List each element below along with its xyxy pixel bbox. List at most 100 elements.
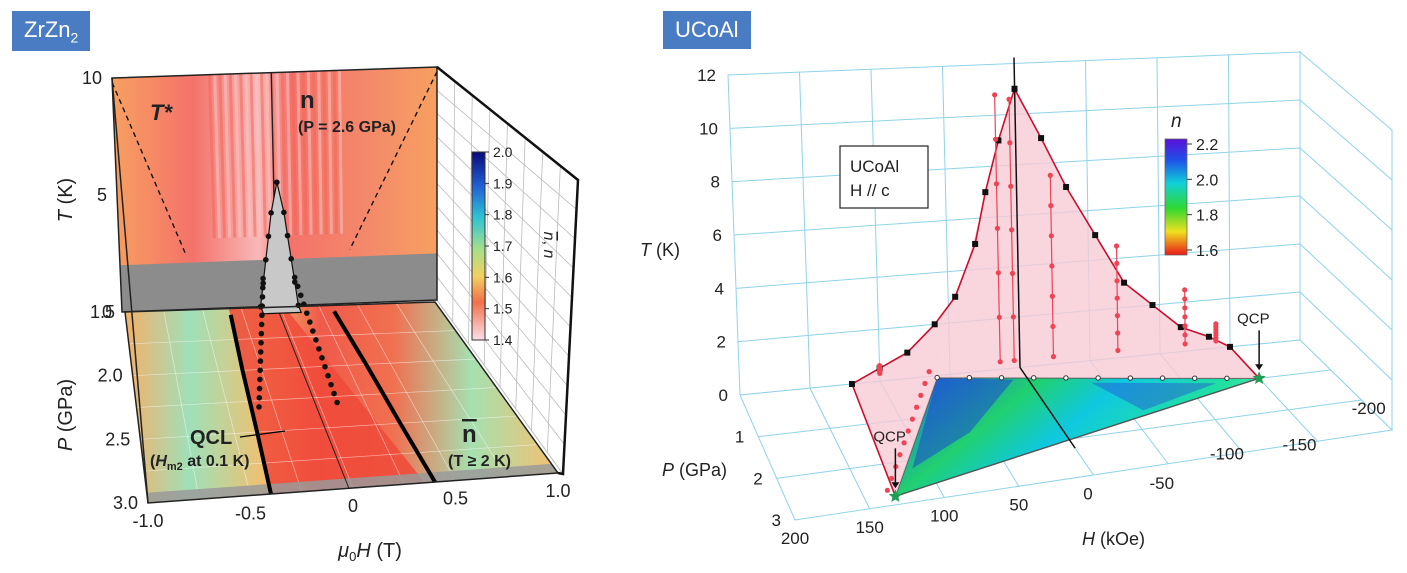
zrzn2-wall-streak: [301, 71, 308, 235]
tstar-label: T*: [150, 100, 173, 125]
ucoal-boundary-point: [904, 349, 911, 356]
zrzn2-t-tick-label: 5: [97, 185, 107, 205]
ucoal-boundary-point: [952, 293, 959, 300]
zrzn2-p-tick-label: 3.0: [113, 493, 138, 513]
ucoal-floor-point: [934, 374, 940, 381]
tstar-line-left: [111, 82, 187, 256]
crossover-point: [322, 363, 328, 370]
zrzn2-wall-streak: [254, 73, 262, 237]
ucoal-boundary-point: [1177, 324, 1184, 331]
crossover-point: [319, 355, 325, 361]
zrzn2-wall-streak: [306, 71, 313, 235]
zrzn2-right-grid-line: [436, 113, 576, 240]
zrzn2-p-tick-label: 2.0: [98, 366, 123, 386]
ucoal-floor-point: [888, 475, 895, 482]
ucoal-floor-point: [1224, 375, 1230, 381]
zrzn2-h-tick-label: -0.5: [235, 504, 266, 524]
ucoal-boundary-point: [1092, 232, 1099, 239]
crossover-point: [268, 210, 274, 216]
crossover-point: [334, 399, 340, 406]
zrzn2-badge: ZrZn2: [12, 11, 91, 52]
ucoal-floor-point: [1031, 375, 1037, 381]
ucoal-boundary-point: [1063, 183, 1070, 190]
ucoal-trace-point: [992, 92, 998, 98]
ucoal-floor-point: [909, 416, 916, 422]
ucoal-trace-point: [1115, 330, 1121, 336]
ucoal-trace-point: [1182, 314, 1188, 320]
zrzn2-p-tick-label: 1.5: [90, 302, 115, 322]
zrzn2-colorbar-tick-label: 2.0: [493, 144, 513, 160]
ucoal-floor-point: [1095, 375, 1101, 381]
crossover-point: [265, 233, 272, 240]
zrzn2-wall-streak: [249, 73, 257, 237]
crossover-point: [256, 394, 263, 401]
crossover-point: [259, 284, 266, 291]
zrzn2-floor-grid-line: [136, 387, 497, 408]
ucoal-h-tick-label: 100: [930, 507, 958, 526]
qcp-star-positive: [888, 489, 902, 502]
ucoal-boundary-point: [1205, 333, 1212, 340]
zrzn2-floor-edge-strip: [146, 463, 559, 503]
ucoal-floor-point: [901, 440, 907, 446]
ucoal-trace-point: [877, 370, 883, 377]
ucoal-p-tick-label: 3: [772, 511, 781, 530]
zrzn2-colorbar-tick-label: 1.6: [493, 269, 513, 285]
ucoal-right-grid-line: [1299, 147, 1393, 231]
ucoal-trace-point: [992, 136, 999, 142]
ucoal-h-tick-label: 50: [1009, 495, 1028, 514]
qcl-pointer: [239, 430, 286, 438]
crossover-point: [291, 274, 298, 281]
ucoal-boundary-point: [1227, 343, 1233, 350]
zrzn2-t-tick-label: 10: [82, 68, 102, 88]
ucoal-boundary-point: [931, 321, 938, 328]
crossover-point: [256, 385, 263, 392]
zrzn2-t-axis-label: T (K): [55, 178, 77, 222]
crossover-point: [313, 337, 319, 343]
ucoal-trace-point: [1050, 354, 1057, 360]
zrzn2-t-tick-label: 0: [102, 302, 112, 322]
ucoal-t-tick-label: 0: [719, 386, 728, 405]
crossover-point: [325, 372, 331, 379]
crossover-point: [292, 279, 298, 285]
zrzn2-colorbar-tick-label: 1.8: [493, 207, 513, 223]
ucoal-floor-point: [884, 487, 890, 493]
crossover-point: [297, 292, 304, 299]
ucoal-t-axis-label: T (K): [640, 240, 680, 260]
ucoal-t-tick-label: 8: [711, 173, 720, 192]
ucoal-badge-main: UCoAl: [675, 17, 739, 42]
crossover-point: [263, 256, 269, 263]
crossover-point: [288, 256, 294, 262]
crossover-point: [257, 303, 264, 310]
crossover-point: [331, 390, 337, 397]
ucoal-trace-point: [995, 270, 1001, 276]
zrzn2-wall-streak: [296, 71, 303, 236]
ucoal-colorbar-tick-label: 1.8: [1196, 208, 1218, 225]
crossover-point: [304, 310, 310, 316]
n-top-label: n: [300, 87, 315, 114]
ucoal-h-tick-label: -200: [1352, 399, 1386, 418]
ucoal-trace-point: [1049, 293, 1056, 299]
zrzn2-floor-grid-line: [128, 330, 456, 345]
zrzn2-right-grid-line: [436, 276, 565, 445]
ucoal-trace-point: [1009, 227, 1015, 233]
crossover-point: [295, 302, 302, 309]
crossover-point: [294, 283, 301, 290]
ucoal-floor-point: [998, 375, 1005, 381]
ucoal-trace-point: [996, 314, 1002, 320]
ucoal-boundary-point: [849, 381, 855, 387]
zrzn2-wall-streak: [332, 70, 339, 234]
zrzn2-colorbar-tick-label: 1.9: [493, 175, 513, 191]
ucoal-boundary-point: [1121, 279, 1128, 286]
ucoal-floor-point: [966, 374, 973, 381]
crossover-point: [256, 404, 262, 410]
ucoal-trace-point: [1047, 172, 1053, 178]
qcl-line-right: [332, 310, 437, 484]
ucoal-trace-point: [1008, 183, 1014, 189]
ucoal-trace-point: [1050, 323, 1056, 330]
zrzn2-floor-zero-line: [276, 306, 350, 489]
crossover-point: [328, 381, 334, 388]
ucoal-floor-point: [914, 404, 920, 410]
crossover-point: [284, 232, 291, 239]
crossover-cone: [259, 182, 303, 315]
